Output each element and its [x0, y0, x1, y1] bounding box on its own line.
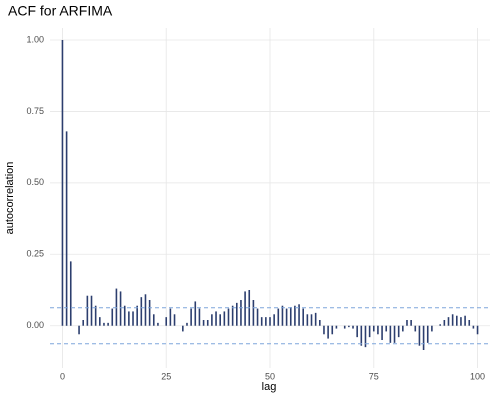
y-tick-label: 0.50 — [26, 177, 44, 187]
y-tick-label: 0.75 — [26, 106, 44, 116]
y-tick-label: 0.00 — [26, 320, 44, 330]
x-tick-label: 75 — [369, 371, 379, 381]
x-tick-label: 25 — [161, 371, 171, 381]
x-tick-label: 100 — [470, 371, 485, 381]
y-tick-label: 1.00 — [26, 34, 44, 44]
y-tick-label: 0.25 — [26, 249, 44, 259]
y-axis-label: autocorrelation — [4, 162, 16, 235]
x-axis-label: lag — [262, 381, 277, 393]
x-tick-label: 0 — [60, 371, 65, 381]
x-tick-label: 50 — [265, 371, 275, 381]
chart-title: ACF for ARFIMA — [8, 3, 113, 19]
